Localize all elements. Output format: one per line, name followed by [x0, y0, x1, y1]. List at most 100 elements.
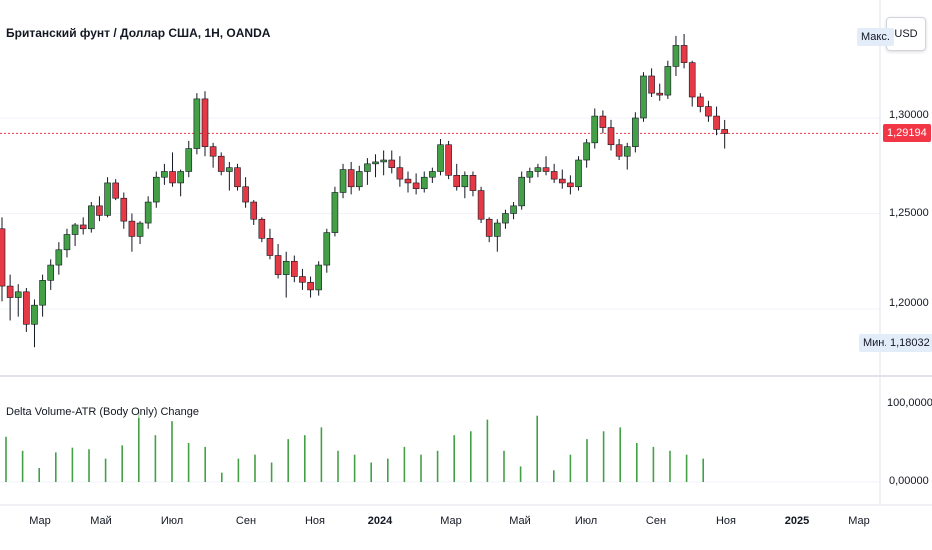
time-label: Май [90, 515, 112, 527]
candle-body [242, 186, 249, 203]
candle-body [469, 175, 477, 191]
candle-body [705, 106, 712, 117]
candle-body [396, 167, 404, 180]
candle-body [234, 167, 241, 188]
candle-body [39, 280, 46, 306]
candle-body [567, 182, 574, 188]
candle-body [680, 45, 688, 63]
candle-body [323, 232, 331, 266]
candle-body [88, 205, 95, 230]
candle-body [355, 171, 363, 188]
candle-body [591, 115, 599, 144]
candle-body [185, 148, 193, 172]
candle-body [477, 190, 485, 220]
candle-body [445, 144, 452, 176]
indicator-title: Delta Volume-ATR (Body Only) Change [6, 406, 199, 418]
candle-body [169, 171, 176, 184]
candle-body [453, 175, 461, 188]
candle-body [339, 169, 347, 193]
min-value-badge: 1,18032 [886, 334, 932, 352]
candle-body [347, 169, 355, 188]
candle-body [250, 201, 258, 220]
candle-body [437, 144, 444, 172]
candle-body [104, 182, 111, 216]
candle-body [664, 66, 672, 96]
candle-body [71, 224, 79, 235]
candle-body [534, 167, 542, 172]
candle-body [575, 159, 582, 188]
candle-body [364, 163, 371, 172]
candle-body [672, 45, 680, 67]
candle-body [291, 260, 298, 277]
candle-body [648, 75, 655, 94]
time-label: Июл [574, 515, 598, 527]
candle-body [307, 281, 314, 291]
candle-body [47, 264, 55, 281]
candle-body [79, 224, 87, 230]
candle-body [599, 115, 607, 128]
candle-body [420, 176, 428, 189]
candle-body [632, 117, 639, 147]
candle-body [315, 264, 322, 291]
candle-body [177, 171, 184, 184]
candle-body [274, 255, 282, 275]
candle-body [226, 167, 233, 172]
candle-body [623, 146, 631, 157]
candle-body [429, 171, 436, 178]
candle-body [615, 144, 623, 157]
candle-body [23, 291, 30, 325]
max-badge: Макс. [857, 28, 894, 46]
candle-body [161, 171, 168, 178]
candle-body [721, 129, 728, 134]
candle-body [299, 276, 306, 283]
candle-body [217, 155, 225, 172]
candle-body [510, 205, 517, 214]
candle-body [266, 238, 274, 256]
candle-body [518, 176, 525, 207]
candle-body [14, 291, 22, 298]
candle-body [112, 182, 119, 199]
time-label: Июл [160, 515, 184, 527]
candle-body [258, 218, 266, 239]
time-label: Ноя [715, 515, 737, 527]
candle-body [697, 96, 704, 107]
candle-body [494, 222, 501, 237]
candle-body [63, 234, 71, 251]
indicator-tick: 100,00000 [887, 397, 932, 409]
candle-body [193, 98, 201, 149]
candle-body [128, 220, 136, 237]
candle-body [380, 159, 387, 163]
current-price-badge: 1,29194 [883, 124, 931, 142]
candle-body [542, 167, 550, 172]
price-tick: 1,25000 [889, 207, 929, 219]
time-label-year: 2025 [784, 515, 810, 527]
candle-body [0, 228, 6, 287]
candle-body [485, 218, 493, 237]
price-tick: 1,30000 [889, 109, 929, 121]
candle-body [640, 75, 647, 119]
candle-body [526, 171, 534, 178]
candle-body [31, 304, 38, 325]
candle-body [656, 92, 664, 96]
candle-body [412, 182, 420, 189]
candle-body [152, 176, 160, 203]
candle-body [209, 146, 217, 157]
candle-body [120, 197, 128, 222]
candle-body [550, 171, 558, 180]
time-label: Сен [645, 515, 667, 527]
candle-body [6, 285, 14, 298]
candle-body [331, 192, 339, 233]
candle-body [404, 178, 412, 184]
candle-body [144, 201, 152, 224]
time-label: Мар [848, 515, 870, 527]
time-label: Сен [235, 515, 257, 527]
time-label: Май [509, 515, 531, 527]
candle-body [136, 222, 144, 237]
candle-body [607, 127, 615, 146]
candle-body [502, 213, 509, 224]
indicator-tick: 0,00000 [889, 475, 929, 487]
time-label: Мар [440, 515, 462, 527]
candle-body [583, 142, 590, 161]
candle-body [688, 62, 696, 98]
